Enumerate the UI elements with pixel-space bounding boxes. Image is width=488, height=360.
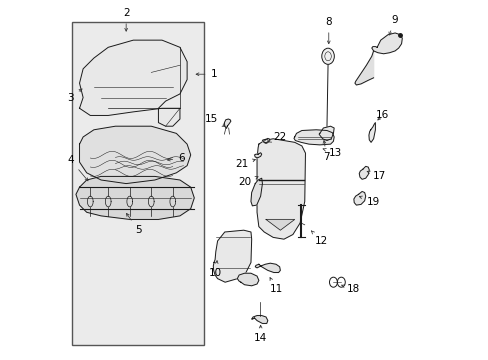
Text: 14: 14 (253, 325, 267, 343)
Polygon shape (251, 316, 267, 323)
Text: 18: 18 (341, 284, 359, 294)
Text: 19: 19 (359, 196, 379, 207)
Text: 16: 16 (375, 111, 388, 121)
Text: 20: 20 (238, 176, 258, 187)
Text: 1: 1 (196, 69, 217, 79)
Text: 5: 5 (126, 213, 142, 235)
Text: 4: 4 (67, 155, 88, 181)
Polygon shape (80, 126, 190, 184)
Polygon shape (250, 178, 262, 206)
Text: 12: 12 (311, 231, 327, 246)
Polygon shape (293, 130, 333, 145)
Polygon shape (257, 139, 305, 239)
Bar (72, 22, 204, 345)
Polygon shape (353, 192, 365, 205)
Polygon shape (354, 51, 373, 85)
Text: 15: 15 (204, 114, 224, 126)
Text: 3: 3 (67, 89, 82, 103)
Text: 17: 17 (366, 171, 386, 181)
Text: 9: 9 (388, 15, 397, 35)
Text: 8: 8 (325, 17, 331, 44)
Text: 6: 6 (167, 153, 184, 163)
Text: 21: 21 (234, 159, 255, 169)
Polygon shape (76, 176, 194, 220)
Polygon shape (265, 220, 294, 230)
Text: 10: 10 (208, 261, 222, 278)
Polygon shape (359, 166, 368, 179)
Polygon shape (237, 273, 258, 286)
Polygon shape (80, 40, 187, 126)
Polygon shape (368, 123, 375, 142)
Polygon shape (319, 126, 333, 140)
Text: 22: 22 (267, 132, 286, 142)
Text: 2: 2 (122, 8, 129, 31)
Text: 7: 7 (323, 140, 329, 162)
Polygon shape (262, 138, 269, 143)
Text: 11: 11 (269, 278, 282, 294)
Text: 13: 13 (323, 148, 341, 158)
Polygon shape (224, 119, 230, 129)
Polygon shape (371, 33, 402, 54)
Polygon shape (255, 263, 280, 273)
Ellipse shape (321, 48, 334, 64)
Polygon shape (213, 230, 251, 282)
Polygon shape (254, 153, 261, 158)
